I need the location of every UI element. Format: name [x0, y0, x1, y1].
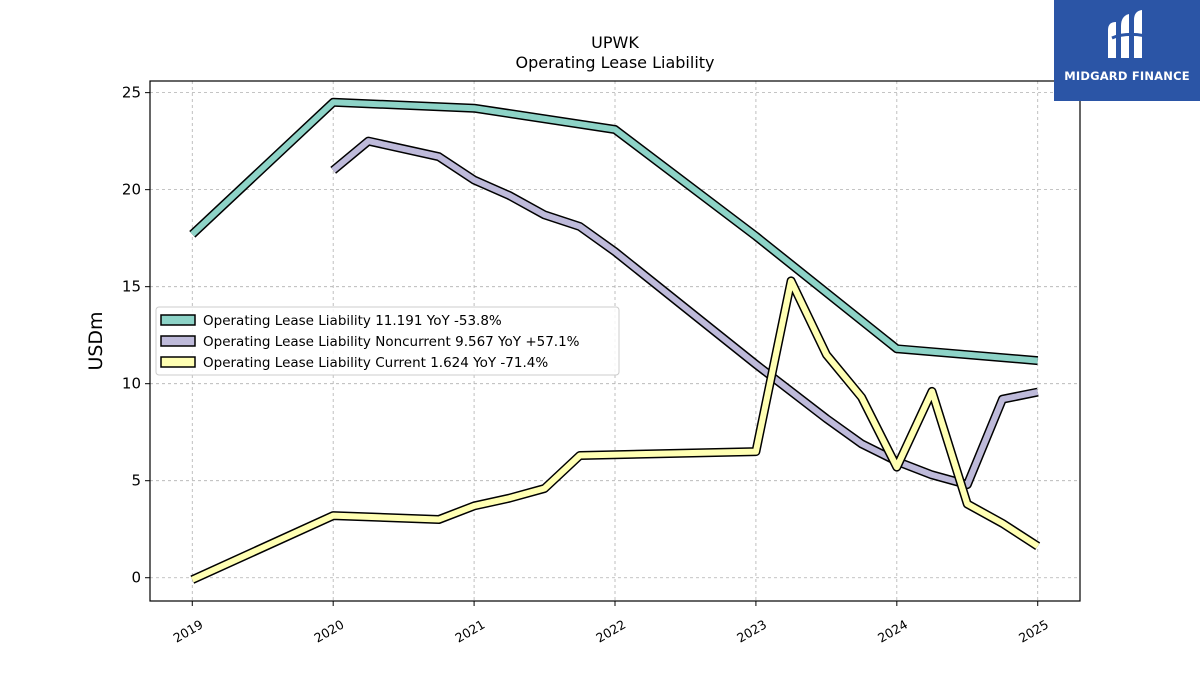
x-tick-label: 2025: [1016, 617, 1051, 646]
series-line-2: [191, 277, 1040, 583]
logo-mark-icon: [1108, 10, 1147, 58]
legend-box: [155, 306, 620, 376]
y-tick-label: 0: [131, 569, 141, 587]
legend-swatch: [160, 314, 196, 326]
x-axis: 2019 2020 2021 2022 2023 2024 2025: [170, 601, 1051, 646]
y-tick-label: 15: [122, 278, 141, 296]
series-line-1: [331, 138, 1039, 488]
midgard-finance-logo: MIDGARD FINANCE: [1054, 0, 1200, 101]
y-axis: 0 5 10 15 20 25: [122, 84, 150, 587]
y-tick-label: 25: [122, 84, 141, 102]
y-tick-label: 10: [122, 375, 141, 393]
x-tick-label: 2024: [875, 617, 910, 646]
legend-entry: Operating Lease Liability Current 1.624 …: [203, 355, 548, 371]
x-tick-label: 2021: [452, 617, 487, 646]
logo-text: MIDGARD FINANCE: [1064, 69, 1190, 83]
y-tick-label: 5: [131, 472, 141, 490]
chart-title: UPWK: [591, 33, 639, 52]
x-tick-label: 2020: [311, 617, 346, 646]
legend-swatch: [160, 335, 196, 347]
chart-subtitle: Operating Lease Liability: [515, 53, 714, 72]
legend-entry: Operating Lease Liability 11.191 YoY -53…: [203, 313, 502, 329]
x-tick-label: 2022: [593, 617, 628, 646]
x-tick-label: 2023: [734, 617, 769, 646]
series-lines: [189, 97, 1041, 584]
legend: Operating Lease Liability 11.191 YoY -53…: [155, 306, 620, 376]
series-line-0: [190, 99, 1038, 364]
legend-entry: Operating Lease Liability Noncurrent 9.5…: [203, 334, 580, 350]
y-tick-label: 20: [122, 181, 141, 199]
x-tick-label: 2019: [170, 617, 205, 646]
legend-swatch: [160, 356, 196, 368]
y-axis-label: USDm: [85, 311, 107, 370]
